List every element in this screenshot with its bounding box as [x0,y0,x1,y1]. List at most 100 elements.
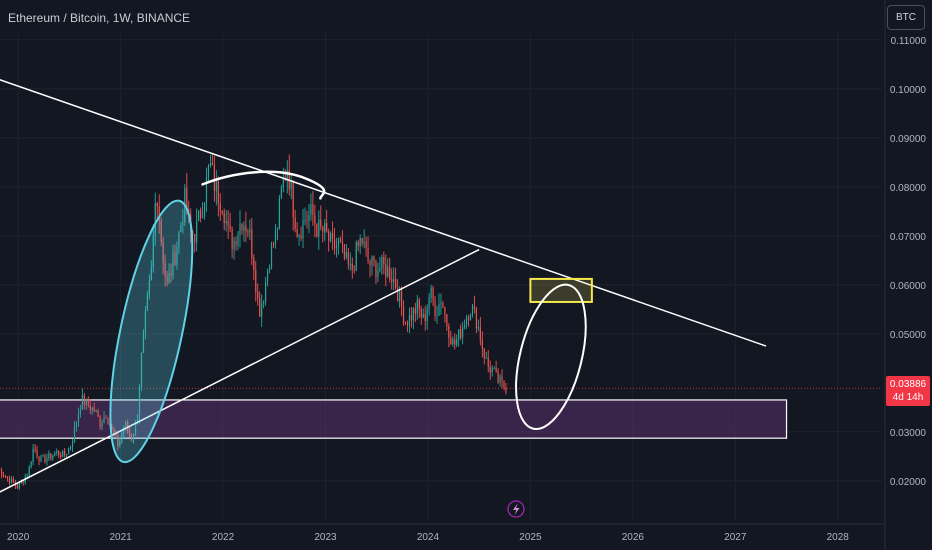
candle-body [221,210,223,214]
candle-body [215,181,217,191]
candle-body [8,477,11,483]
candle-body [156,203,158,207]
candle-body [355,242,357,270]
candle-body [211,162,214,165]
candle-body [154,203,156,236]
candle-body [205,176,208,203]
candle-body [371,256,373,265]
candle-body [22,481,24,483]
candle-body [333,238,336,249]
lightning-icon[interactable] [513,503,520,515]
candle-body [60,455,62,457]
candle-body [93,407,95,412]
candle-body [219,203,221,211]
candle-body [10,478,13,483]
candle-body [1,470,3,476]
y-tick-label: 0.07000 [890,232,927,243]
candle-body [20,481,22,484]
candle-body [85,398,87,406]
candle-body [95,410,97,412]
candle-body [440,302,442,304]
candle-body [446,314,448,327]
candle-body [292,182,294,218]
candle-body [460,329,462,338]
candle-body [300,235,302,239]
candle-body [331,232,334,239]
projection-ellipse [515,283,587,431]
candle-body [207,166,210,177]
candle-body [310,204,312,215]
y-tick-label: 0.11000 [891,36,927,47]
candle-body [231,228,233,250]
candle-body [58,451,60,456]
candle-body [196,220,198,243]
candle-body [150,267,152,281]
candle-body [62,450,64,457]
candle-body [479,326,481,341]
candle-body [497,371,499,383]
y-tick-label: 0.10000 [890,85,927,96]
candle-body [123,427,125,434]
candle-body [257,291,259,299]
candle-body [467,317,470,321]
candle-body [280,187,282,198]
candle-body [462,327,464,338]
candle-body [30,461,32,467]
currency-button[interactable]: BTC [887,5,925,30]
candle-body [186,187,188,212]
candle-body [501,376,503,381]
candle-body [12,478,15,483]
candle-body [249,229,251,233]
candle-body [505,387,507,393]
candle-body [414,308,416,314]
x-tick-label: 2027 [724,532,747,543]
candle-body [99,416,101,427]
candle-body [381,256,383,269]
candle-body [36,450,38,457]
y-tick-label: 0.05000 [890,330,927,341]
candle-body [113,429,115,435]
candle-body [304,220,306,222]
candle-body [4,476,7,478]
axis-ticks: 2020 2021 2022 2023 2024 2025 2026 2027 2028 0.11… [7,36,926,543]
candle-body [274,230,277,245]
candle-body [434,300,436,317]
candle-body [117,435,119,446]
candle-body [302,220,304,239]
candle-body [343,244,346,258]
candle-body [48,453,50,459]
candle-body [286,170,288,181]
candle-body [115,434,117,436]
event-marker[interactable] [507,500,525,518]
candle-body [475,308,478,329]
candle-body [272,243,275,245]
candle-body [369,261,371,265]
candle-body [134,424,137,435]
candle-body [491,368,493,373]
candle-body [38,456,40,462]
candle-body [105,417,107,419]
candle-body [237,234,239,246]
x-tick-label: 2022 [212,532,235,543]
candle-body [69,446,72,449]
candle-body [101,422,103,427]
candle-body [209,162,212,167]
candle-body [400,290,403,307]
candle-body [241,223,243,231]
candle-body [66,453,68,456]
candle-body [168,273,170,282]
candle-body [199,210,202,219]
candle-body [6,476,9,478]
candle-body [471,306,474,315]
candle-body [34,448,36,451]
candle-body [203,202,206,217]
candle-body [357,242,359,247]
candle-body [140,352,143,388]
candle-body [131,436,133,440]
candle-body [56,451,58,453]
candle-body [172,252,174,276]
candle-body [337,238,340,246]
candle-body [50,453,52,459]
